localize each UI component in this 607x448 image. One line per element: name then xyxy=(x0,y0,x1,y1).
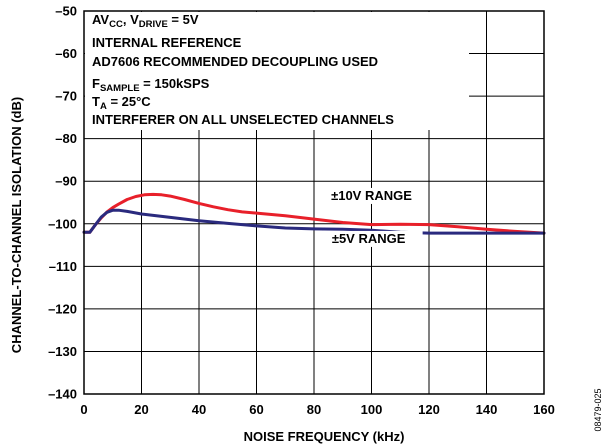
conditions-annotation: AVCC, VDRIVE = 5V INTERNAL REFERENCE AD760… xyxy=(85,12,469,130)
y-tick-label: –130 xyxy=(48,344,77,359)
x-tick-label: 40 xyxy=(192,402,206,417)
annotation-background xyxy=(85,12,469,130)
y-tick-label: –120 xyxy=(48,301,77,316)
annotation-line: INTERFERER ON ALL UNSELECTED CHANNELS xyxy=(92,112,394,127)
series-label-10v: ±10V RANGE xyxy=(331,188,412,203)
x-tick-label: 160 xyxy=(533,402,555,417)
y-tick-label: –70 xyxy=(55,89,77,104)
x-axis-title: NOISE FREQUENCY (kHz) xyxy=(244,429,405,444)
series-label-background xyxy=(314,230,423,247)
y-axis-title: CHANNEL-TO-CHANNEL ISOLATION (dB) xyxy=(9,97,24,353)
y-tick-label: –100 xyxy=(48,216,77,231)
series-label-5v: ±5V RANGE xyxy=(332,231,406,246)
annotation-line: TA = 25°C xyxy=(92,94,151,112)
x-tick-label: 60 xyxy=(249,402,263,417)
y-tick-label: –90 xyxy=(55,174,77,189)
y-tick-label: –50 xyxy=(55,4,77,19)
annotation-line: FSAMPLE = 150kSPS xyxy=(92,76,210,94)
x-tick-label: 80 xyxy=(307,402,321,417)
series-line-5v xyxy=(82,208,546,235)
x-tick-label: 100 xyxy=(361,402,383,417)
annotation-line: INTERNAL REFERENCE xyxy=(92,35,242,50)
plot-frame xyxy=(83,10,545,395)
y-tick-label: –140 xyxy=(48,387,77,402)
x-tick-label: 120 xyxy=(418,402,440,417)
series-label-background xyxy=(317,187,426,204)
x-tick-label: 20 xyxy=(134,402,148,417)
annotation-line: AD7606 RECOMMENDED DECOUPLING USED xyxy=(92,54,378,69)
series-labels: ±10V RANGE ±5V RANGE xyxy=(314,187,426,247)
y-tick-labels: –50 –60 –70 –80 –90 –100 –110 –120 –130 –140 xyxy=(48,4,77,402)
series-lines xyxy=(82,192,546,235)
x-tick-labels: 0 20 40 60 80 100 120 140 160 xyxy=(80,402,554,417)
x-tick-label: 0 xyxy=(80,402,87,417)
y-tick-label: –110 xyxy=(49,259,77,274)
annotation-line: AVCC, VDRIVE = 5V xyxy=(92,12,199,30)
x-tick-label: 140 xyxy=(476,402,498,417)
figure-id: 08479-025 xyxy=(593,388,603,431)
series-line-10v xyxy=(82,192,546,235)
y-tick-label: –80 xyxy=(55,131,77,146)
y-tick-label: –60 xyxy=(55,46,77,61)
